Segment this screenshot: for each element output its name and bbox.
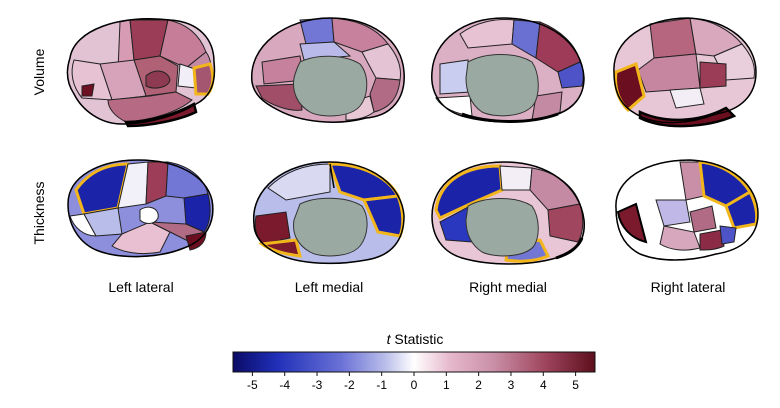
colorbar-title-italic: t [387, 331, 392, 347]
colorbar-title: t Statistic [387, 331, 444, 347]
colorbar-tick-label: 3 [508, 378, 515, 392]
brain-volume-right-lateral [613, 17, 757, 128]
colorbar-tick-label: -1 [376, 378, 387, 392]
view-label-left-lateral: Left lateral [108, 279, 173, 295]
colorbar-ticks: -5 -4 -3 -2 -1 0 1 2 3 4 5 [247, 372, 579, 392]
colorbar-tick-label: -4 [279, 378, 290, 392]
brain-volume-left-lateral [66, 18, 216, 128]
view-label-right-lateral: Right lateral [651, 279, 726, 295]
colorbar-tick-label: 1 [443, 378, 450, 392]
colorbar-tick-label: -5 [247, 378, 258, 392]
view-label-right-medial: Right medial [469, 279, 547, 295]
colorbar-tick-label: 5 [572, 378, 579, 392]
colorbar-tick-label: 4 [540, 378, 547, 392]
colorbar-tick-label: -3 [312, 378, 323, 392]
colorbar-tick-label: 2 [475, 378, 482, 392]
view-label-left-medial: Left medial [295, 279, 363, 295]
brain-volume-right-medial [431, 17, 585, 123]
colorbar-tick-label: -2 [344, 378, 355, 392]
colorbar-title-rest: Statistic [390, 331, 443, 347]
brain-volume-left-medial [251, 17, 405, 123]
brain-thickness-right-medial [431, 161, 585, 265]
row-label-volume: Volume [31, 48, 47, 95]
brain-thickness-right-lateral [615, 159, 759, 261]
row-label-thickness: Thickness [31, 181, 47, 244]
colorbar-tick-label: 0 [411, 378, 418, 392]
brain-thickness-left-lateral [67, 159, 214, 258]
colorbar [232, 351, 596, 373]
brain-thickness-left-medial [253, 161, 405, 265]
